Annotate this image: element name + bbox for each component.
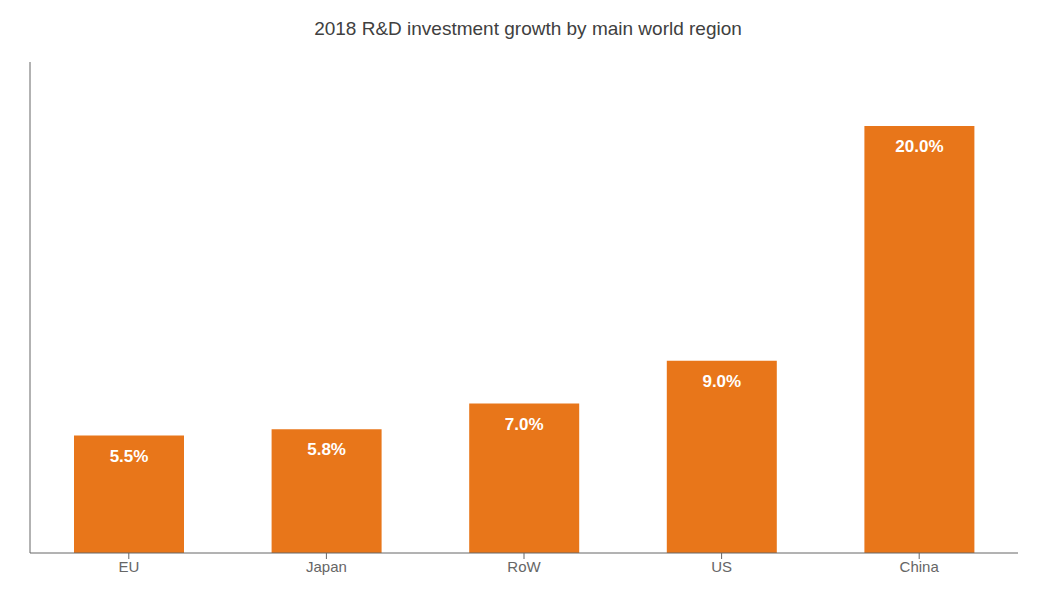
svg-text:5.8%: 5.8%: [307, 440, 346, 459]
svg-text:EU: EU: [118, 558, 139, 575]
svg-text:Japan: Japan: [306, 558, 347, 575]
svg-text:US: US: [711, 558, 732, 575]
svg-text:9.0%: 9.0%: [702, 372, 741, 391]
svg-text:China: China: [900, 558, 940, 575]
svg-text:5.5%: 5.5%: [110, 447, 149, 466]
svg-text:7.0%: 7.0%: [505, 415, 544, 434]
svg-text:20.0%: 20.0%: [895, 137, 943, 156]
html-text:2018 R&D investment growth by: 2018 R&D investment growth by main world…: [314, 18, 742, 39]
svg-text:RoW: RoW: [507, 558, 541, 575]
